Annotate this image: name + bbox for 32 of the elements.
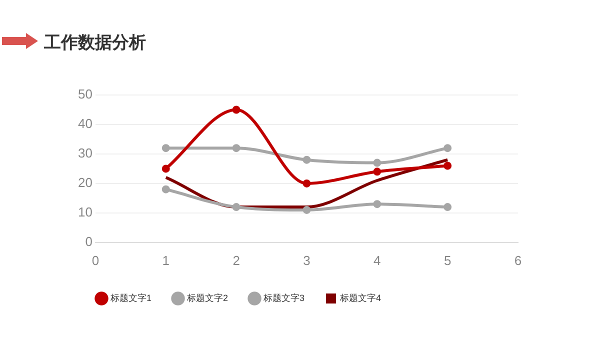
y-tick-label: 40 xyxy=(78,116,92,132)
x-tick-label: 3 xyxy=(303,252,310,268)
y-tick-label: 20 xyxy=(78,175,92,190)
y-tick-label: 50 xyxy=(78,86,92,102)
point xyxy=(302,156,311,164)
legend-label: 标题文字3 xyxy=(262,292,305,303)
point xyxy=(162,164,170,173)
point xyxy=(444,203,452,212)
point xyxy=(373,168,382,176)
point xyxy=(162,144,170,152)
legend-label: 标题文字2 xyxy=(186,292,228,303)
x-tick-label: 2 xyxy=(232,252,240,268)
point xyxy=(373,200,382,208)
point xyxy=(444,162,452,170)
x-tick-label: 4 xyxy=(374,252,381,268)
legend-label: 标题文字1 xyxy=(110,292,152,303)
point xyxy=(302,206,311,214)
x-tick-label: 1 xyxy=(162,252,170,268)
x-tick-label: 6 xyxy=(514,252,522,268)
y-tick-label: 10 xyxy=(78,204,92,220)
y-tick-label: 0 xyxy=(85,234,92,249)
chart-title: 工作数据分析 xyxy=(44,32,146,54)
point xyxy=(162,185,170,194)
y-tick-label: 30 xyxy=(78,146,92,161)
point xyxy=(373,158,382,167)
point xyxy=(444,144,452,152)
legend-label: 标题文字4 xyxy=(339,292,382,303)
x-tick-label: 5 xyxy=(444,252,452,268)
point xyxy=(232,203,240,212)
point xyxy=(232,106,240,114)
point xyxy=(232,144,240,152)
point xyxy=(302,179,311,188)
